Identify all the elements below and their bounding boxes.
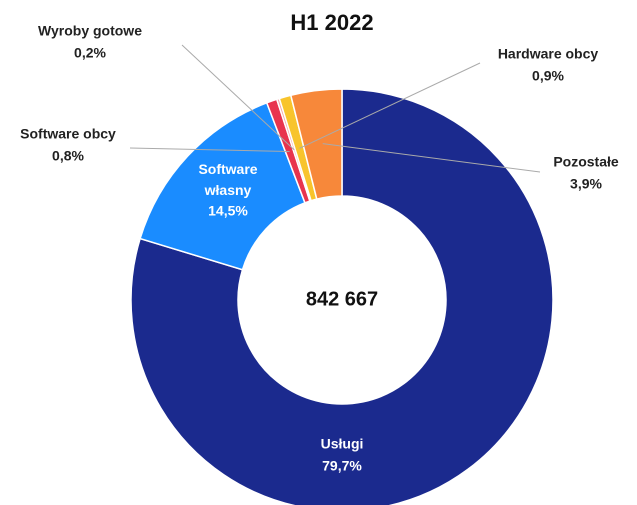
leader-line xyxy=(322,143,541,173)
slice xyxy=(130,88,554,505)
slice xyxy=(289,88,343,201)
leader-line xyxy=(129,147,290,152)
chart-title: H1 2022 xyxy=(290,10,373,35)
slice-label: Pozostałe xyxy=(553,154,619,170)
slice-value-label: 0,2% xyxy=(74,45,106,61)
slices xyxy=(130,88,554,505)
leader-line xyxy=(299,62,481,149)
slice-label: Hardware obcy xyxy=(498,46,599,62)
slice-value-label: 3,9% xyxy=(570,176,602,192)
center-label: 842 667 xyxy=(306,288,378,310)
slice-label: Usługi xyxy=(321,436,364,452)
slice-label: Software własny xyxy=(198,161,257,198)
slice-value-label: 14,5% xyxy=(208,203,248,219)
slice-value-label: 79,7% xyxy=(322,458,362,474)
slice-label: Wyroby gotowe xyxy=(38,23,142,39)
leader-line xyxy=(181,44,295,151)
slice-value-label: 0,8% xyxy=(52,148,84,164)
slice-label: Software obcy xyxy=(20,126,116,142)
slice-value-label: 0,9% xyxy=(532,68,564,84)
